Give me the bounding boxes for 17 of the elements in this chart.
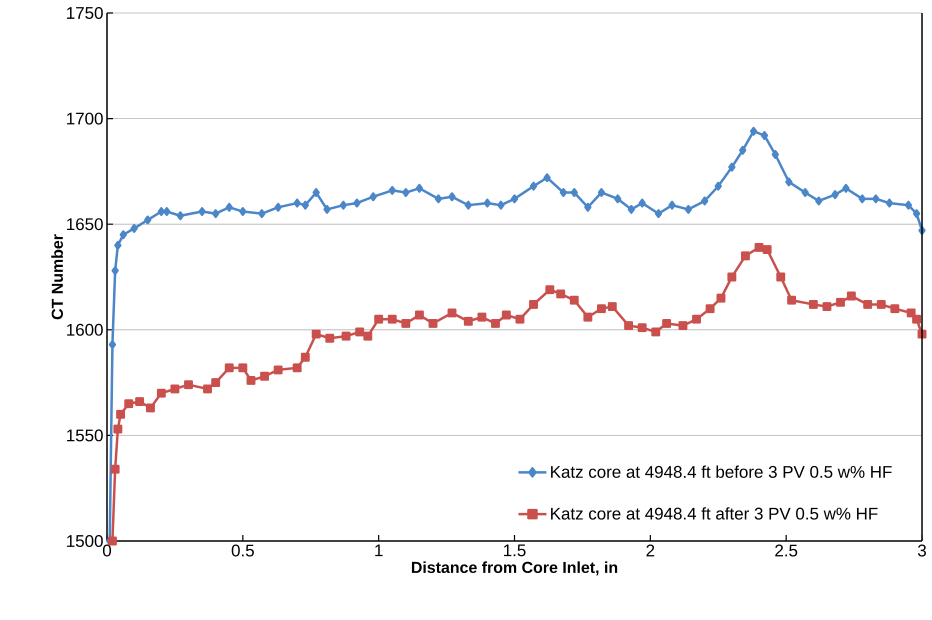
x-tick-label: 0.5: [232, 544, 254, 557]
y-tick-label: 1600: [67, 324, 103, 336]
x-tick-label: 1: [375, 544, 383, 556]
legend-label: Katz core at 4948.4 ft before 3 PV 0.5 w% HF: [551, 465, 892, 478]
x-tick-label: 2.5: [775, 544, 798, 557]
y-axis-title: CT Number: [51, 234, 63, 320]
x-tick-label: 3: [918, 544, 926, 557]
x-axis-title: Distance from Core Inlet, in: [412, 561, 618, 576]
x-tick-label: 0: [102, 544, 112, 557]
x-tick-label: 2: [646, 544, 654, 556]
y-tick-label: 1650: [67, 218, 103, 230]
y-tick-label: 1500: [67, 535, 103, 548]
legend-label: Katz core at 4948.4 ft after 3 PV 0.5 w% HF: [551, 507, 878, 520]
x-tick-label: 1.5: [504, 544, 526, 556]
y-tick-label: 1550: [67, 429, 103, 442]
y-tick-label: 1700: [67, 112, 103, 125]
y-tick-label: 1750: [67, 6, 103, 19]
